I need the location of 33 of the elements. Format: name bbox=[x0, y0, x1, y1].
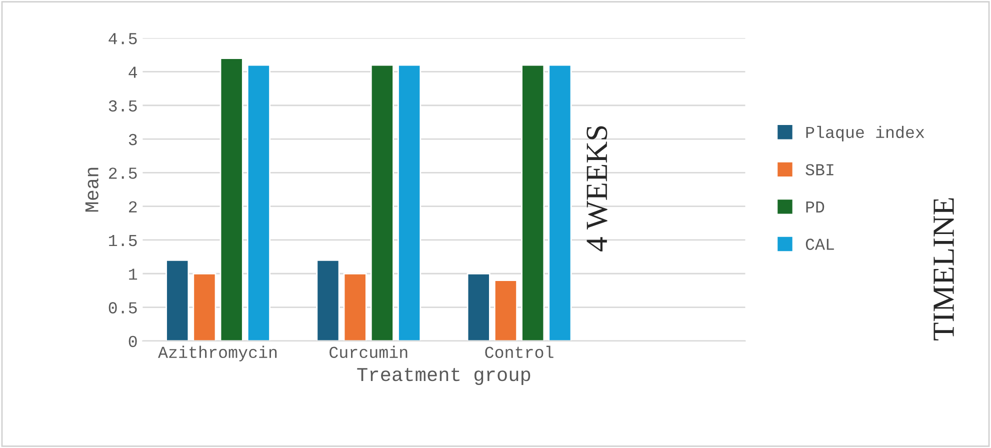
y-tick-label: 1.5 bbox=[109, 235, 137, 246]
y-tick-label: 3 bbox=[128, 134, 137, 146]
bar bbox=[548, 64, 572, 341]
x-axis-title: Treatment group bbox=[357, 368, 530, 386]
bar bbox=[466, 272, 490, 341]
legend-label: CAL bbox=[806, 238, 834, 250]
x-tick-label: Azithromycin bbox=[158, 346, 277, 362]
y-tick-label: 4 bbox=[128, 66, 137, 78]
bar bbox=[370, 64, 394, 341]
legend-label: Plaque index bbox=[806, 126, 924, 142]
legend-label: PD bbox=[806, 202, 824, 213]
y-tick-label: 0.5 bbox=[108, 302, 137, 314]
y-tick-label: 2.5 bbox=[109, 168, 137, 179]
bar bbox=[192, 272, 216, 341]
bar bbox=[521, 64, 545, 341]
bar bbox=[166, 259, 190, 341]
annotation: 4 WEEKS bbox=[586, 126, 608, 252]
bar bbox=[494, 280, 518, 341]
bar bbox=[246, 64, 270, 341]
bar bbox=[398, 64, 422, 341]
y-axis-title: Mean bbox=[85, 168, 98, 212]
legend-label: SBI bbox=[806, 164, 834, 176]
y-tick-label: 1 bbox=[129, 268, 138, 280]
y-tick-label: 4.5 bbox=[108, 33, 137, 44]
bar bbox=[220, 58, 244, 341]
y-tick-label: 2 bbox=[129, 201, 137, 212]
bar bbox=[316, 259, 340, 341]
y-tick-label: 0 bbox=[128, 336, 137, 348]
y-tick-label: 3.5 bbox=[108, 100, 137, 112]
x-tick-label: Curcumin bbox=[330, 346, 408, 358]
x-tick-label: Control bbox=[485, 346, 554, 358]
bar bbox=[343, 272, 367, 341]
text: TIMELINE bbox=[934, 198, 954, 340]
